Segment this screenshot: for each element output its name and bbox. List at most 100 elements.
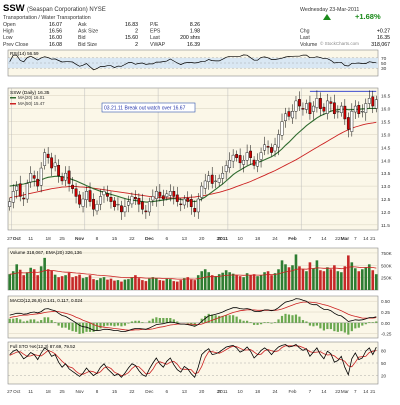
x-tick-label: 13 [182,236,188,242]
macd-histogram-bar [47,317,50,323]
ma50-line [9,121,377,199]
volume-ema-line [9,266,377,280]
volume-bar [207,272,211,290]
volume-bar [162,280,165,290]
candle-body [92,199,95,210]
macd-histogram-bar [322,322,325,331]
quote-value: 16.08 [49,42,62,48]
x-tick-label: Mar [341,236,350,242]
stochastic-tick-label: 80 [381,348,387,353]
macd-histogram-bar [99,322,102,329]
volume-bar [235,275,238,290]
price-tick-label: 12.5 [381,197,391,203]
volume-bar [326,267,329,290]
candle-body [74,188,78,197]
bottom-x-tick-label: 27 [217,389,223,394]
macd-histogram-bar [88,322,92,332]
quote-label: High [3,29,14,35]
price-tick-label: 14.0 [381,158,391,164]
volume-bar [71,277,74,290]
bottom-x-tick-label: Feb [289,389,297,394]
volume-bar [43,257,46,290]
volume-bar [315,260,319,290]
macd-histogram-bar [225,315,228,323]
x-tick-label: Oct [13,236,21,242]
macd-histogram-bar [204,315,207,323]
candle-body [371,96,375,107]
macd-histogram-bar [67,322,71,330]
candle-body [374,99,378,109]
candle-body [360,111,364,113]
bottom-x-tick-label: 7 [309,389,312,394]
macd-histogram-bar [294,314,298,323]
volume-bar [29,267,32,290]
macd-histogram-bar [368,322,371,323]
macd-histogram-bar [123,322,127,326]
volume-bar [53,274,57,290]
volume-bar [67,272,71,290]
quote-value: 16.56 [49,29,62,35]
candle-body [102,191,106,196]
up-arrow-icon [323,14,331,20]
candle-body [134,197,137,200]
candle-body [25,183,29,200]
macd-histogram-bar [81,322,85,334]
candle-body [305,103,308,110]
volume-tick-label: 750K [381,251,393,256]
macd-histogram-bar [172,319,175,323]
volume-bar [312,268,315,290]
price-tick-label: 14.5 [381,145,391,151]
macd-histogram-bar [19,319,22,323]
macd-histogram-bar [312,322,315,327]
macd-histogram-bar [277,319,280,323]
bottom-x-tick-label: 8 [96,389,99,394]
volume-bar [116,280,120,290]
macd-histogram-bar [347,322,350,335]
x-tick-label: 14 [363,236,369,242]
macd-histogram-bar [263,322,266,323]
macd-histogram-bar [95,322,99,331]
volume-bar [22,275,26,290]
macd-histogram-bar [284,313,287,323]
candle-body [186,198,190,202]
macd-histogram-bar [315,322,319,326]
candle-body [315,98,319,108]
macd-histogram-bar [64,322,67,328]
volume-bar [214,276,217,290]
candle-body [242,160,246,165]
volume-bar [245,273,249,290]
quote-value: 200 shrs [180,35,200,41]
volume-bar [158,280,162,290]
candle-body [259,152,263,160]
candle-body [203,180,207,189]
candle-body [196,198,200,213]
macd-histogram-bar [350,322,353,332]
macd-histogram-bar [361,322,364,326]
candle-body [151,196,155,201]
bottom-x-tick-label: 7 [354,389,357,394]
quote-label: Low [3,35,13,41]
candle-body [137,198,141,205]
candle-body [189,199,193,207]
candle-body [123,206,127,213]
candle-body [147,201,151,213]
volume-bar [155,278,158,290]
quote-value: 1.98 [190,29,200,35]
volume-label: Volume 318,067, EMA(20) 326,136 [10,250,82,255]
candle-body [214,180,218,182]
macd-histogram-bar [169,317,172,323]
candle-body [228,160,232,168]
candle-body [252,159,256,166]
volume-bar [36,275,39,290]
bottom-x-tick-label: 11 [28,389,33,394]
macd-histogram-bar [22,321,25,323]
volume-bar [81,278,85,290]
candle-body [298,99,301,107]
candle-body [168,191,172,196]
volume-bar [249,275,252,290]
volume-bar [364,267,368,290]
macd-histogram-bar [256,322,259,325]
macd-histogram-bar [280,315,284,323]
candle-body [291,111,294,119]
